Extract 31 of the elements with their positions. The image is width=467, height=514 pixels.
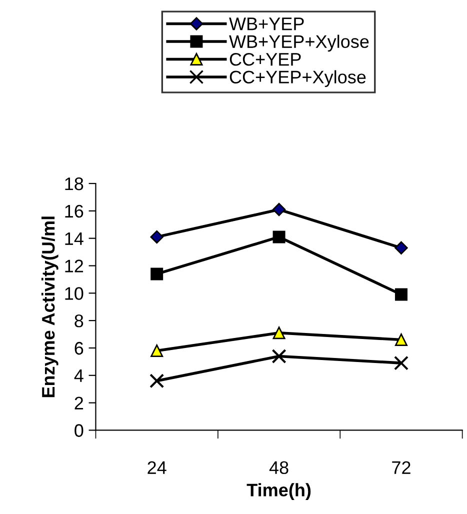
x-tick-label: 24 bbox=[148, 461, 166, 474]
point bbox=[150, 230, 164, 244]
legend-label: WB+YEP bbox=[229, 18, 304, 30]
y-tick-label: 12 bbox=[65, 260, 84, 272]
point bbox=[272, 348, 286, 364]
point bbox=[394, 334, 408, 346]
point bbox=[394, 288, 408, 301]
y-tick-label: 14 bbox=[65, 232, 84, 245]
legend-label: CC+YEP+Xylose bbox=[230, 70, 366, 88]
point bbox=[150, 374, 164, 388]
y-tick-label: 2 bbox=[74, 396, 84, 410]
y-tick-label: 4 bbox=[74, 370, 84, 382]
y-tick-label: 8 bbox=[74, 314, 84, 328]
point bbox=[272, 202, 286, 216]
x-axis-title: Time(h) bbox=[246, 483, 311, 500]
point bbox=[272, 326, 286, 340]
point bbox=[394, 356, 409, 370]
y-tick-label: 16 bbox=[65, 204, 84, 218]
point bbox=[150, 344, 164, 357]
x-tick-label: 72 bbox=[392, 461, 410, 474]
y-tick-label: 0 bbox=[74, 424, 84, 437]
y-tick-label: 6 bbox=[74, 342, 84, 355]
point bbox=[394, 241, 408, 255]
y-axis-title: Enzyme Activity(U/ml bbox=[41, 216, 58, 398]
point bbox=[272, 230, 286, 244]
legend-label: CC+YEP bbox=[230, 52, 301, 66]
y-tick-label: 18 bbox=[65, 177, 84, 190]
point bbox=[150, 268, 164, 280]
y-tick-label: 10 bbox=[65, 287, 84, 300]
x-tick-label: 48 bbox=[269, 461, 288, 474]
legend-label: WB+YEP+Xylose bbox=[229, 34, 369, 52]
